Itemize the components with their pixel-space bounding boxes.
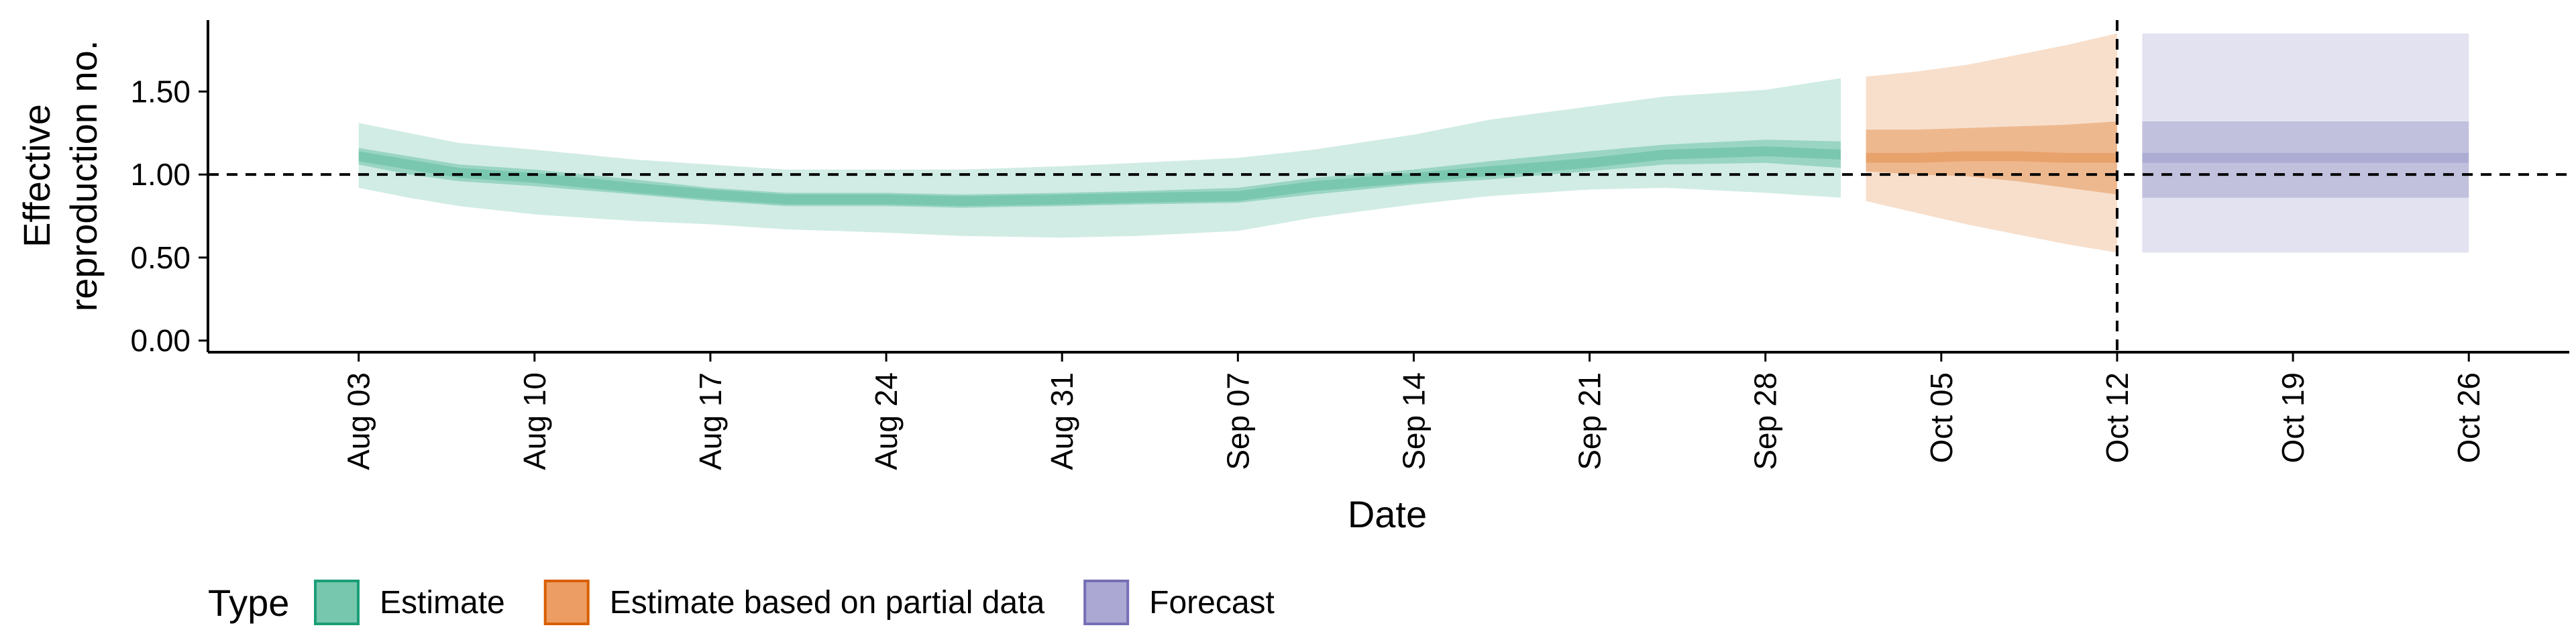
estimate-median-band	[358, 146, 1841, 207]
estimate-based-on-partial-data-median-band	[1866, 151, 2117, 163]
estimate-band-50	[358, 140, 1841, 208]
axes	[207, 20, 2569, 354]
x-tick-label: Sep 28	[1748, 372, 1783, 470]
x-tick-label: Sep 14	[1396, 372, 1431, 470]
x-tick-label: Oct 26	[2451, 372, 2486, 464]
estimate-based-on-partial-data-band-50	[1866, 121, 2117, 195]
forecast-median-band	[2142, 153, 2469, 163]
x-tick-label: Sep 21	[1572, 372, 1607, 470]
forecast-band-50	[2142, 121, 2469, 198]
x-tick-label: Oct 12	[2100, 372, 2135, 464]
estimate-based-on-partial-data-band-90	[1866, 33, 2117, 253]
estimate-band-90	[358, 78, 1841, 238]
y-tick-label: 1.00	[130, 157, 191, 192]
forecast-band-90	[2142, 33, 2469, 253]
x-tick-label: Aug 03	[341, 372, 376, 470]
legend-swatch-estimate	[314, 580, 360, 625]
legend-title: Type	[208, 582, 289, 624]
legend-swatch-estimate-based-on-partial-data	[543, 580, 590, 625]
x-tick-label: Oct 19	[2275, 372, 2310, 464]
bands-layer	[358, 33, 2469, 253]
x-tick-label: Sep 07	[1220, 372, 1255, 470]
y-axis-title-line2: reproduction no.	[62, 40, 105, 312]
x-tick-label: Aug 31	[1044, 372, 1079, 470]
y-tick-label: 0.50	[130, 240, 191, 275]
x-axis-title: Date	[1348, 493, 1427, 535]
x-tick-label: Oct 05	[1924, 372, 1959, 464]
y-axis-ticks: 0.00 0.50 1.00 1.50	[130, 74, 208, 358]
y-tick-label: 1.50	[130, 74, 191, 109]
x-tick-label: Aug 17	[693, 372, 728, 470]
legend-label-estimate-based-on-partial-data: Estimate based on partial data	[610, 585, 1045, 621]
x-tick-label: Aug 24	[869, 372, 904, 470]
y-axis-title: Effective reproduction no.	[15, 40, 105, 312]
x-tick-label: Aug 10	[517, 372, 552, 470]
x-axis-ticks: Aug 03 Aug 10 Aug 17 Aug 24 Aug 31 Sep 07 Sep …	[341, 352, 2486, 470]
legend-label-forecast: Forecast	[1149, 585, 1275, 621]
legend-swatch-forecast	[1083, 580, 1130, 625]
legend: Type Estimate Estimate based on partial da…	[208, 580, 1275, 625]
y-axis-title-line1: Effective	[15, 104, 58, 248]
legend-label-estimate: Estimate	[380, 585, 505, 621]
y-tick-label: 0.00	[130, 323, 191, 358]
